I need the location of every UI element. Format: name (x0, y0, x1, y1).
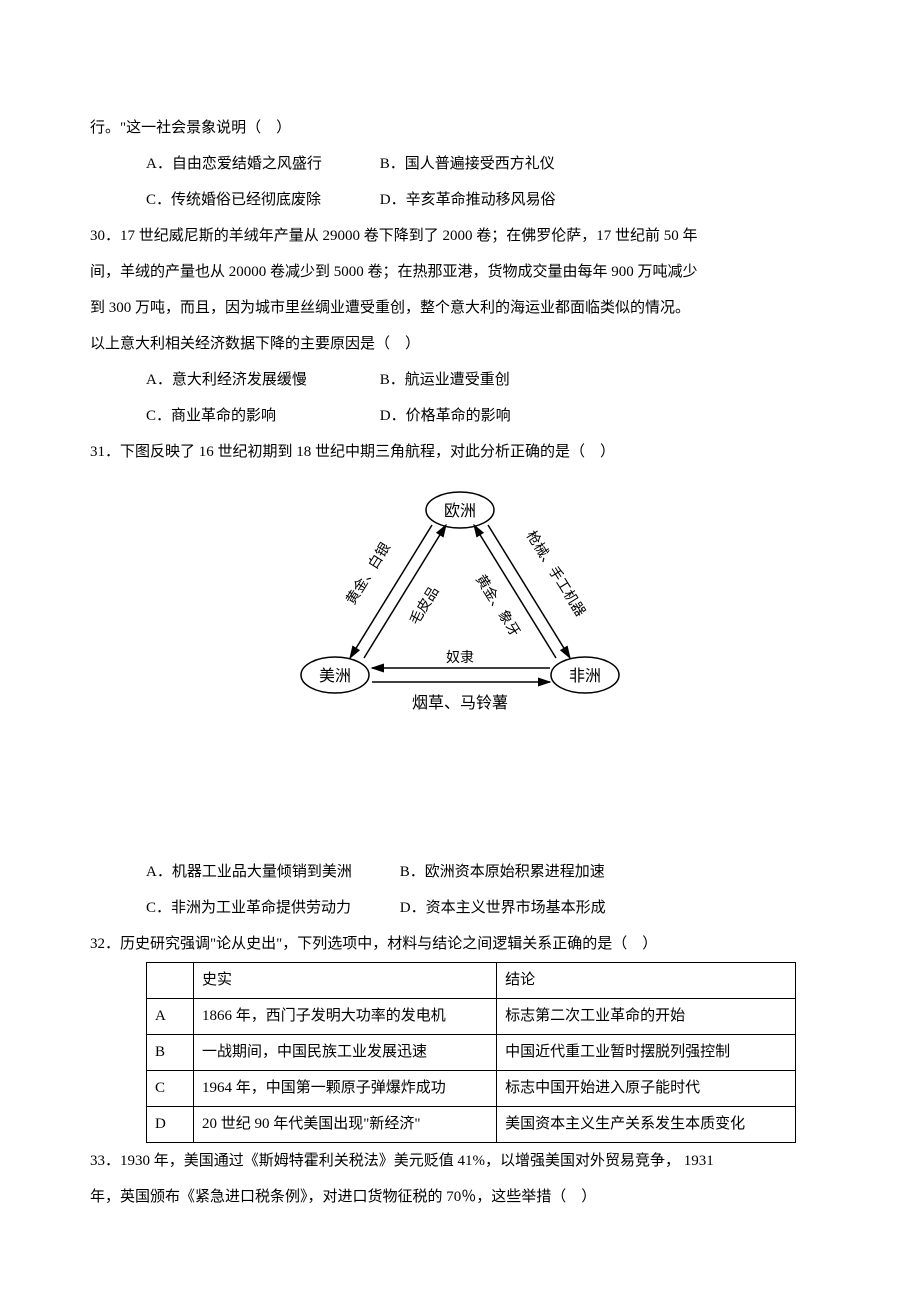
q32-row-a-key[interactable]: A (147, 999, 194, 1035)
q30-line4: 以上意大利相关经济数据下降的主要原因是（ ） (90, 326, 830, 362)
q30-option-b[interactable]: B．航运业遭受重创 (380, 362, 610, 398)
q30-option-c[interactable]: C．商业革命的影响 (146, 398, 376, 434)
q31-option-b[interactable]: B．欧洲资本原始积累进程加速 (400, 854, 605, 890)
table-row: 史实 结论 (147, 963, 796, 999)
table-row: C 1964 年，中国第一颗原子弹爆炸成功 标志中国开始进入原子能时代 (147, 1071, 796, 1107)
q29-stem-tail: 行。"这一社会景象说明（ ） (90, 110, 830, 146)
q32-row-c-fact: 1964 年，中国第一颗原子弹爆炸成功 (194, 1071, 497, 1107)
q32-hdr-conclusion: 结论 (497, 963, 796, 999)
q32-row-d-conc: 美国资本主义生产关系发生本质变化 (497, 1107, 796, 1143)
q30-option-a[interactable]: A．意大利经济发展缓慢 (146, 362, 376, 398)
node-america: 美洲 (319, 667, 351, 685)
edge-eu-af-in: 黄金、象牙 (472, 571, 524, 639)
q32-stem: 32．历史研究强调"论从史出"，下列选项中，材料与结论之间逻辑关系正确的是（ ） (90, 926, 830, 962)
q32-row-d-fact: 20 世纪 90 年代美国出现"新经济" (194, 1107, 497, 1143)
q31-option-a[interactable]: A．机器工业品大量倾销到美洲 (146, 854, 396, 890)
q30-line3: 到 300 万吨，而且，因为城市里丝绸业遭受重创，整个意大利的海运业都面临类似的… (90, 290, 830, 326)
q32-row-b-fact: 一战期间，中国民族工业发展迅速 (194, 1035, 497, 1071)
triangle-trade-diagram: 欧洲 美洲 非洲 黄金、白银 毛皮品 枪械、手工机器 黄金、象牙 奴隶 烟草、马… (90, 480, 830, 744)
node-africa: 非洲 (569, 667, 601, 685)
q29-option-d[interactable]: D．辛亥革命推动移风易俗 (380, 182, 610, 218)
q33-line2: 年，英国颁布《紧急进口税条例》，对进口货物征税的 70％，这些举措（ ） (90, 1179, 830, 1215)
q31-option-c[interactable]: C．非洲为工业革命提供劳动力 (146, 890, 396, 926)
q32-hdr-blank (147, 963, 194, 999)
q30-option-d[interactable]: D．价格革命的影响 (380, 398, 610, 434)
q32-row-d-key[interactable]: D (147, 1107, 194, 1143)
q32-row-c-key[interactable]: C (147, 1071, 194, 1107)
q32-row-c-conc: 标志中国开始进入原子能时代 (497, 1071, 796, 1107)
q29-option-c[interactable]: C．传统婚俗已经彻底废除 (146, 182, 376, 218)
q32-row-b-conc: 中国近代重工业暂时摆脱列强控制 (497, 1035, 796, 1071)
edge-eu-af-out: 枪械、手工机器 (523, 528, 589, 620)
q31-option-d[interactable]: D．资本主义世界市场基本形成 (400, 890, 606, 926)
table-row: B 一战期间，中国民族工业发展迅速 中国近代重工业暂时摆脱列强控制 (147, 1035, 796, 1071)
node-europe: 欧洲 (444, 502, 476, 520)
q32-row-a-fact: 1866 年，西门子发明大功率的发电机 (194, 999, 497, 1035)
q32-row-b-key[interactable]: B (147, 1035, 194, 1071)
q32-row-a-conc: 标志第二次工业革命的开始 (497, 999, 796, 1035)
q32-table: 史实 结论 A 1866 年，西门子发明大功率的发电机 标志第二次工业革命的开始… (146, 962, 796, 1143)
edge-eu-am-in: 毛皮品 (407, 584, 443, 628)
q31-stem: 31．下图反映了 16 世纪初期到 18 世纪中期三角航程，对此分析正确的是（ … (90, 434, 830, 470)
q30-line2: 间，羊绒的产量也从 20000 卷减少到 5000 卷；在热那亚港，货物成交量由… (90, 254, 830, 290)
edge-eu-am-out: 黄金、白银 (342, 539, 394, 607)
table-row: D 20 世纪 90 年代美国出现"新经济" 美国资本主义生产关系发生本质变化 (147, 1107, 796, 1143)
q33-line1: 33．1930 年，美国通过《斯姆特霍利关税法》美元贬值 41%，以增强美国对外… (90, 1143, 830, 1179)
edge-af-am-bot: 烟草、马铃薯 (412, 694, 508, 712)
q29-option-a[interactable]: A．自由恋爱结婚之风盛行 (146, 146, 376, 182)
q30-line1: 30．17 世纪威尼斯的羊绒年产量从 29000 卷下降到了 2000 卷；在佛… (90, 218, 830, 254)
table-row: A 1866 年，西门子发明大功率的发电机 标志第二次工业革命的开始 (147, 999, 796, 1035)
edge-af-am-top: 奴隶 (446, 649, 474, 666)
q29-option-b[interactable]: B．国人普遍接受西方礼仪 (380, 146, 610, 182)
q32-hdr-fact: 史实 (194, 963, 497, 999)
